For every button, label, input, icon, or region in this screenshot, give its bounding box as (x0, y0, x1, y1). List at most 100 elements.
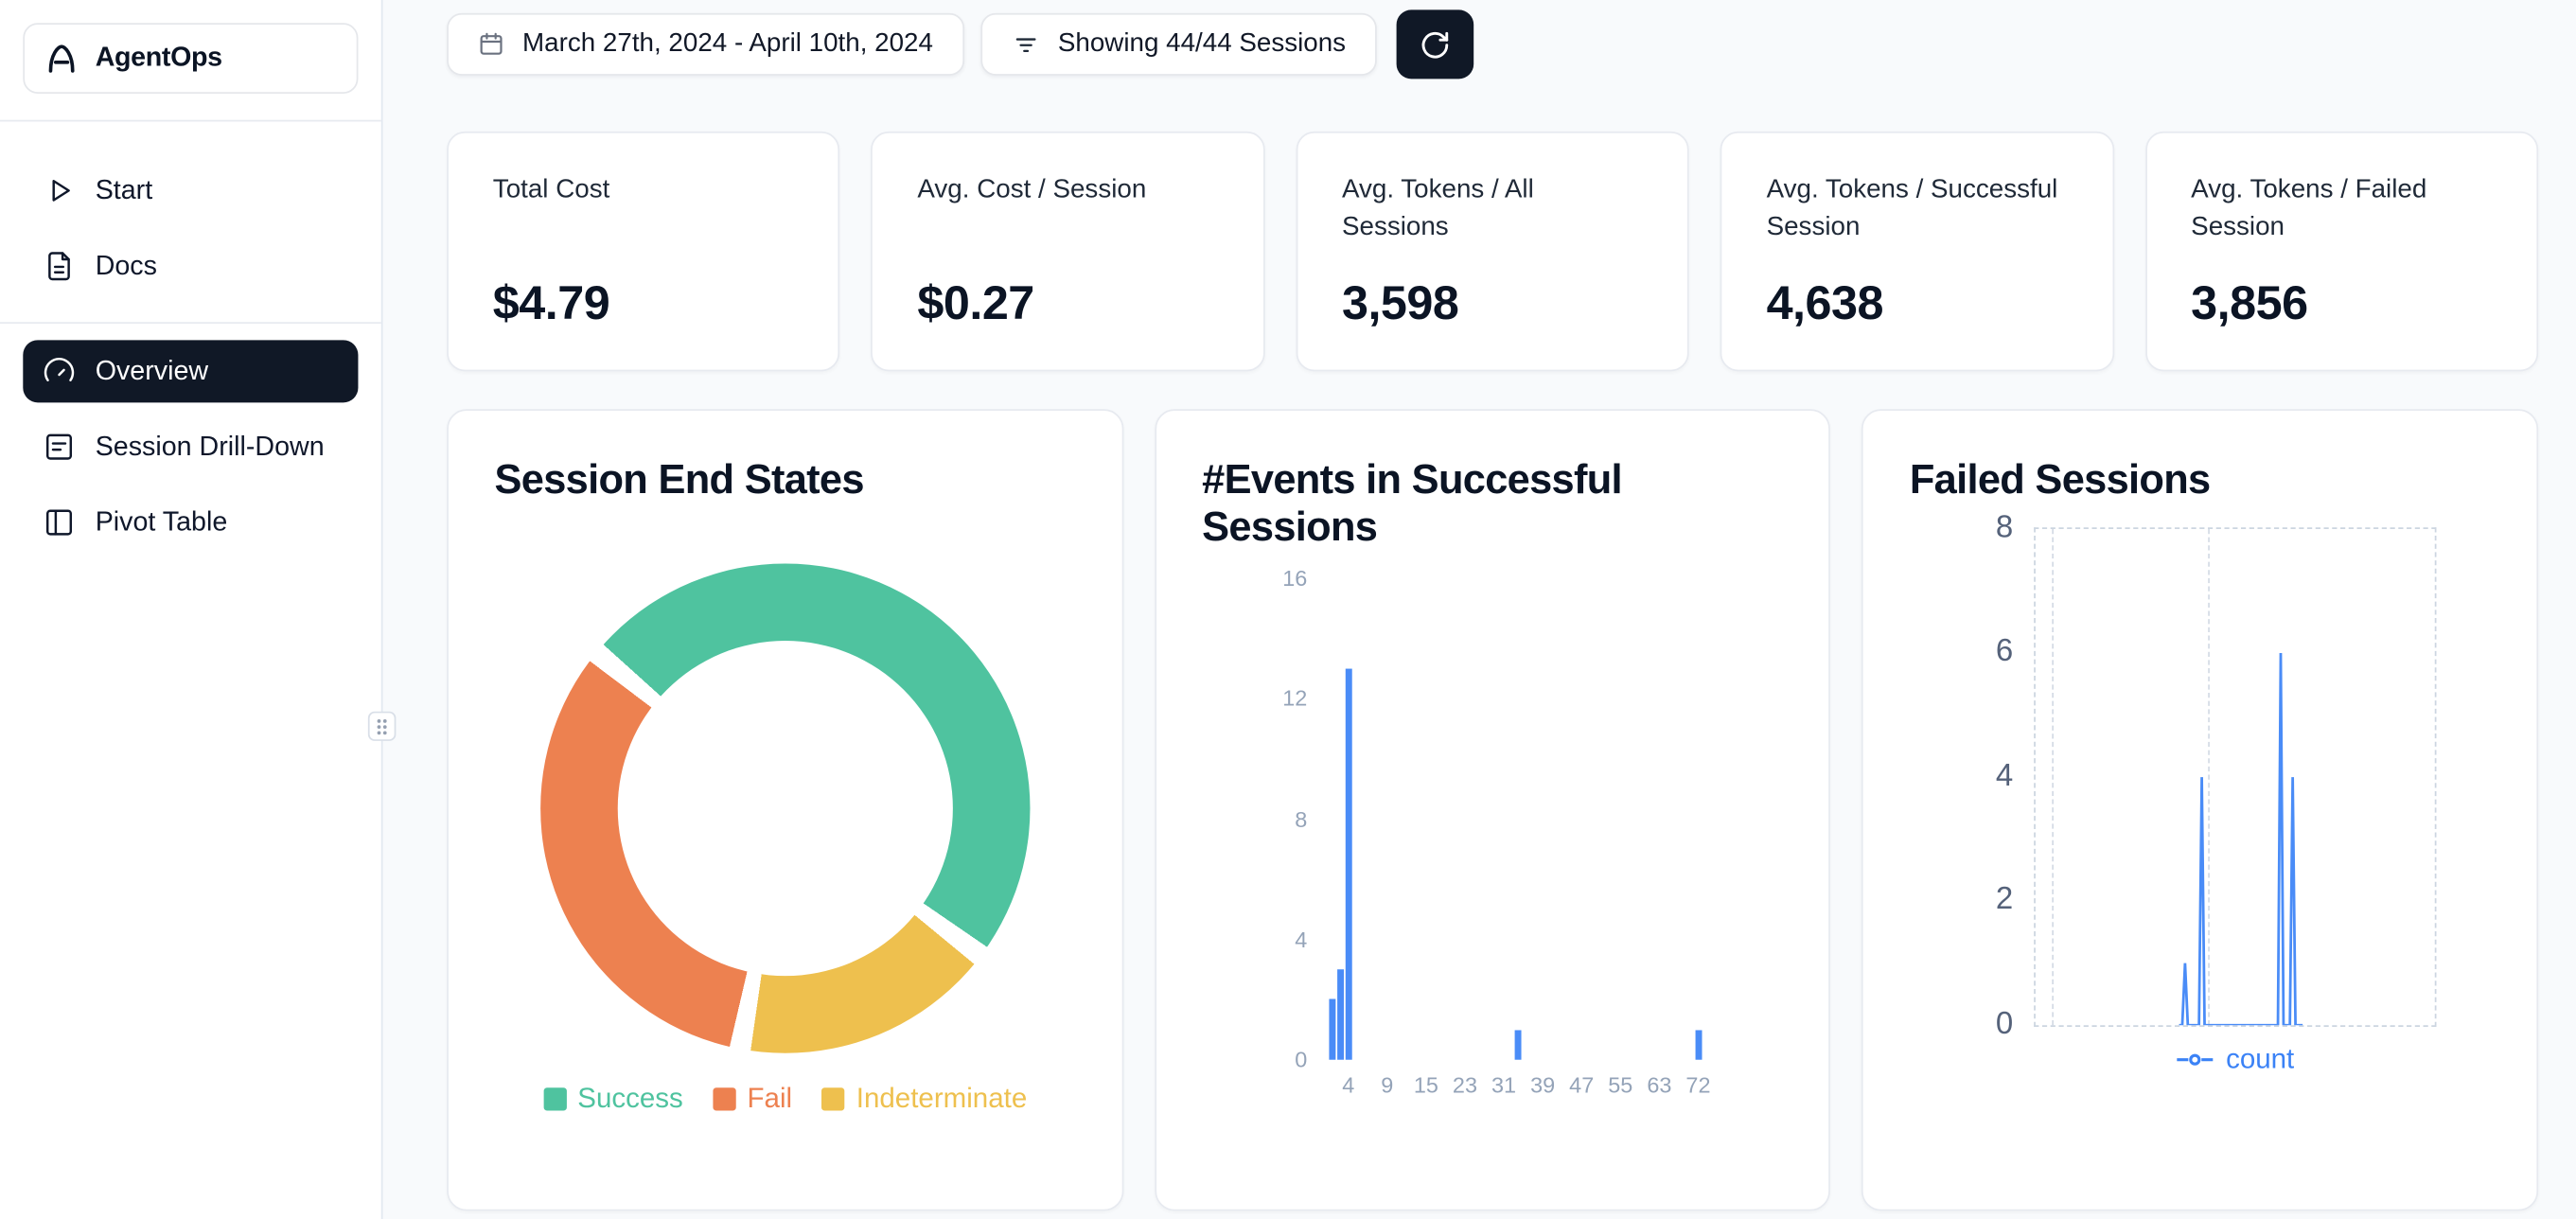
filter-icon (1015, 37, 1036, 52)
drill-down-icon (45, 433, 73, 460)
donut-legend: Success Fail Indeterminate (495, 1082, 1076, 1115)
bar (1337, 969, 1344, 1060)
sidebar-item-start[interactable]: Start (23, 159, 358, 221)
stat-value: 3,598 (1341, 277, 1459, 330)
toolbar: March 27th, 2024 - April 10th, 2024 Show… (447, 9, 2538, 80)
bar-y-tick: 16 (1282, 566, 1308, 592)
legend-item-success[interactable]: Success (542, 1082, 683, 1115)
stat-card-avg-tokens-successful: Avg. Tokens / Successful Session 4,638 (1720, 131, 2114, 372)
gridline-vertical (2052, 528, 2055, 1025)
refresh-button[interactable] (1396, 9, 1474, 80)
sidebar-divider-top (0, 119, 381, 122)
line-series (2179, 652, 2303, 1024)
events-in-successful-sessions-card: #Events in Successful Sessions 0 4 8 12 16 4 9… (1154, 409, 1831, 1211)
sessions-filter-button[interactable]: Showing 44/44 Sessions (980, 12, 1378, 76)
donut-chart (539, 562, 1031, 1052)
bar (1329, 999, 1336, 1060)
line-legend-label: count (2226, 1042, 2295, 1074)
stat-value: 4,638 (1766, 277, 1884, 330)
sidebar-item-pivot-table[interactable]: Pivot Table (23, 491, 358, 554)
line-y-tick: 4 (1995, 758, 2014, 793)
bar-y-tick: 8 (1295, 806, 1308, 832)
bar-x-tick: 55 (1608, 1072, 1633, 1098)
line-y-tick: 2 (1995, 882, 2014, 917)
line-y-tick: 6 (1995, 634, 2014, 669)
line-y-tick: 8 (1995, 510, 2014, 545)
stat-card-total-cost: Total Cost $4.79 (447, 131, 840, 372)
sidebar-item-label: Session Drill-Down (95, 431, 325, 461)
stat-label: Avg. Tokens / Successful Session (1766, 175, 2058, 242)
legend-item-indeterminate[interactable]: Indeterminate (821, 1082, 1027, 1115)
chart-title: Failed Sessions (1909, 456, 2211, 504)
bar-x-tick: 23 (1452, 1072, 1478, 1098)
legend-swatch (542, 1086, 567, 1110)
bar-y-tick: 0 (1295, 1047, 1308, 1072)
pivot-table-icon (45, 509, 73, 536)
stat-card-avg-tokens-failed: Avg. Tokens / Failed Session 3,856 (2144, 131, 2539, 372)
chart-title: #Events in Successful Sessions (1202, 456, 1622, 550)
date-range-label: March 27th, 2024 - April 10th, 2024 (522, 29, 933, 58)
line-y-tick: 0 (1995, 1006, 2014, 1041)
app-title: AgentOps (95, 43, 222, 73)
bar (1345, 668, 1352, 1060)
stat-label: Avg. Cost / Session (917, 175, 1147, 204)
bar-x-tick: 9 (1381, 1072, 1394, 1098)
stat-card-avg-cost-session: Avg. Cost / Session $0.27 (871, 131, 1265, 372)
bar-y-tick: 12 (1282, 686, 1308, 712)
legend-label: Success (577, 1082, 683, 1114)
sidebar-item-label: Overview (95, 355, 209, 386)
bar (1694, 1029, 1702, 1060)
app-logo[interactable]: AgentOps (23, 23, 359, 94)
sidebar-resize-handle[interactable] (367, 711, 397, 741)
sidebar-item-label: Docs (95, 250, 157, 280)
sidebar-divider-mid (0, 322, 381, 324)
failed-sessions-card: Failed Sessions 0 2 4 6 8 count (1861, 409, 2539, 1211)
bar-x-tick: 39 (1530, 1072, 1556, 1098)
line-legend-count[interactable]: count (2035, 1042, 2437, 1075)
legend-swatch (713, 1086, 736, 1110)
bar-x-tick: 31 (1491, 1072, 1517, 1098)
calendar-icon (480, 32, 503, 55)
sidebar: AgentOps Start Docs (0, 0, 383, 1219)
stat-value: 3,856 (2191, 277, 2308, 330)
gridline-vertical (2207, 528, 2210, 1025)
stat-card-avg-tokens-all: Avg. Tokens / All Sessions 3,598 (1296, 131, 1689, 372)
legend-item-fail[interactable]: Fail (713, 1082, 792, 1115)
bar-y-tick: 4 (1295, 927, 1308, 952)
date-range-button[interactable]: March 27th, 2024 - April 10th, 2024 (447, 12, 964, 76)
stat-value: $4.79 (492, 277, 610, 330)
line-chart (2037, 528, 2435, 1024)
sidebar-item-docs[interactable]: Docs (23, 235, 358, 297)
stat-label: Total Cost (492, 175, 610, 204)
legend-label: Fail (747, 1082, 793, 1114)
bar-x-tick: 4 (1342, 1072, 1355, 1098)
sidebar-item-session-drill-down[interactable]: Session Drill-Down (23, 415, 358, 478)
stat-value: $0.27 (917, 277, 1034, 330)
legend-label: Indeterminate (856, 1082, 1028, 1114)
play-icon (52, 180, 70, 202)
sidebar-item-label: Pivot Table (95, 506, 228, 537)
refresh-icon (1421, 31, 1449, 58)
bar-x-tick: 47 (1569, 1072, 1595, 1098)
docs-icon (48, 252, 70, 281)
chart-title: Session End States (494, 456, 865, 504)
session-end-states-card: Session End States Success Fail Indeterm… (447, 409, 1123, 1211)
bar (1514, 1029, 1522, 1060)
sessions-filter-label: Showing 44/44 Sessions (1057, 29, 1347, 58)
main-content: March 27th, 2024 - April 10th, 2024 Show… (382, 0, 2576, 1219)
grip-dots-icon (377, 718, 387, 734)
sidebar-nav: Start Docs Overview (0, 159, 381, 554)
gauge-icon (44, 357, 75, 381)
stats-row: Total Cost $4.79 Avg. Cost / Session $0.… (447, 131, 2539, 372)
charts-row: Session End States Success Fail Indeterm… (447, 409, 2539, 1211)
sidebar-item-overview[interactable]: Overview (23, 340, 359, 403)
bar-x-tick: 15 (1413, 1072, 1438, 1098)
bar-x-tick: 72 (1685, 1072, 1711, 1098)
legend-swatch (821, 1086, 845, 1110)
line-marker-icon (2176, 1052, 2214, 1065)
bar-x-tick: 63 (1647, 1072, 1672, 1098)
bar-plot: 0 4 8 12 16 4 9 15 23 31 39 47 55 63 72 (1282, 566, 1773, 1098)
sidebar-item-label: Start (95, 174, 153, 205)
stat-label: Avg. Tokens / All Sessions (1341, 175, 1534, 242)
